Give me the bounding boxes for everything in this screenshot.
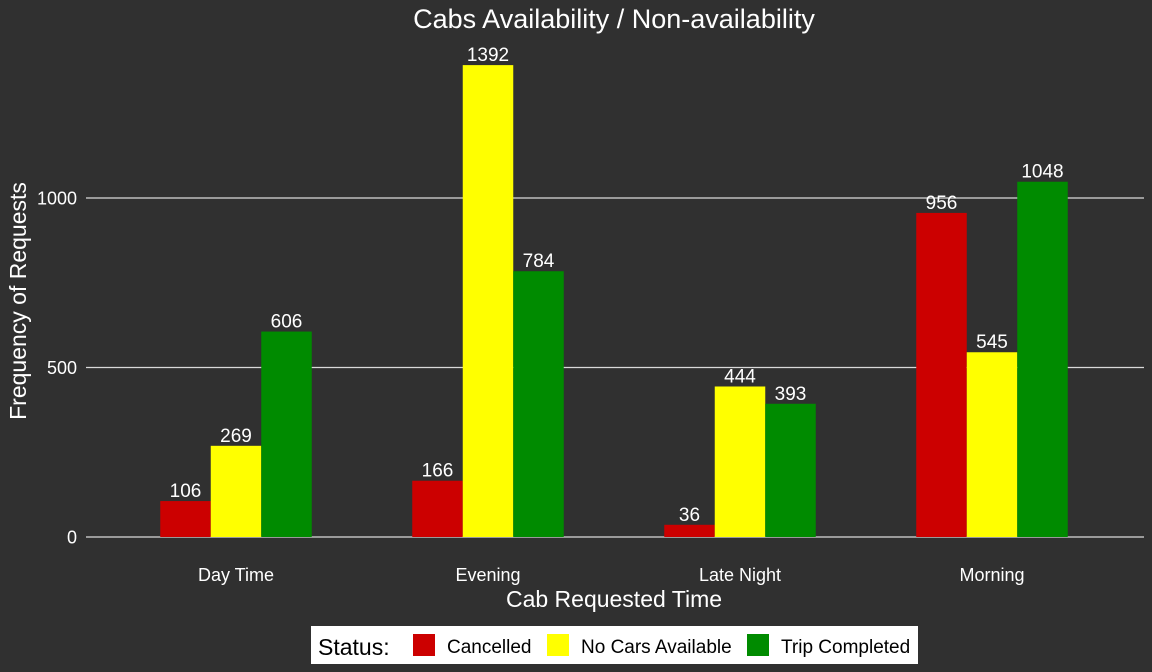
data-label: 36	[679, 505, 700, 526]
x-tick-label: Late Night	[699, 565, 781, 585]
x-tick-label: Morning	[959, 565, 1024, 585]
legend-key-trip-completed	[747, 634, 769, 656]
bar-evening-no-cars-available	[462, 65, 514, 537]
y-tick-label: 1000	[37, 189, 77, 209]
bar-day-time-trip-completed	[261, 331, 312, 537]
data-label: 545	[976, 332, 1008, 353]
data-label: 269	[220, 426, 252, 447]
data-label: 1392	[467, 45, 509, 66]
bars	[160, 65, 1068, 537]
legend-title: Status:	[318, 634, 390, 660]
data-label: 166	[422, 461, 454, 482]
x-axis-ticks: Day Time Evening Late Night Morning	[198, 565, 1025, 585]
y-axis-ticks: 0 500 1000	[37, 189, 77, 548]
bar-evening-trip-completed	[513, 271, 564, 537]
y-tick-label: 0	[67, 528, 77, 548]
legend-box	[311, 626, 918, 664]
legend-label: Trip Completed	[781, 637, 910, 658]
legend-key-cancelled	[413, 634, 435, 656]
bar-late-night-cancelled	[664, 524, 715, 537]
y-tick-label: 500	[47, 358, 77, 378]
legend: Status: Cancelled No Cars Available Trip C…	[311, 626, 918, 664]
y-axis-label: Frequency of Requests	[5, 182, 31, 420]
legend-label: Cancelled	[447, 637, 532, 658]
x-axis-label: Cab Requested Time	[506, 586, 722, 612]
legend-key-no-cars-available	[547, 634, 569, 656]
bar-morning-no-cars-available	[966, 352, 1018, 537]
legend-items: Cancelled No Cars Available Trip Completed	[413, 634, 910, 658]
bar-day-time-cancelled	[160, 501, 211, 537]
chart-title: Cabs Availability / Non-availability	[413, 4, 815, 34]
bar-late-night-no-cars-available	[714, 386, 766, 537]
bar-morning-trip-completed	[1017, 181, 1068, 537]
bar-late-night-trip-completed	[765, 403, 816, 537]
bar-morning-cancelled	[916, 212, 967, 537]
legend-label: No Cars Available	[581, 637, 732, 658]
data-label: 956	[926, 193, 958, 214]
data-label: 606	[271, 312, 303, 333]
data-label: 106	[170, 481, 202, 502]
data-label: 393	[775, 384, 807, 405]
x-tick-label: Evening	[455, 565, 520, 585]
bar-evening-cancelled	[412, 480, 463, 537]
data-labels: 106 269 606 166 1392 784 36 444 393 956 545 1048	[170, 45, 1064, 526]
bar-day-time-no-cars-available	[210, 445, 262, 537]
data-label: 1048	[1021, 162, 1063, 183]
data-label: 784	[523, 251, 555, 272]
x-tick-label: Day Time	[198, 565, 274, 585]
data-label: 444	[724, 366, 756, 387]
